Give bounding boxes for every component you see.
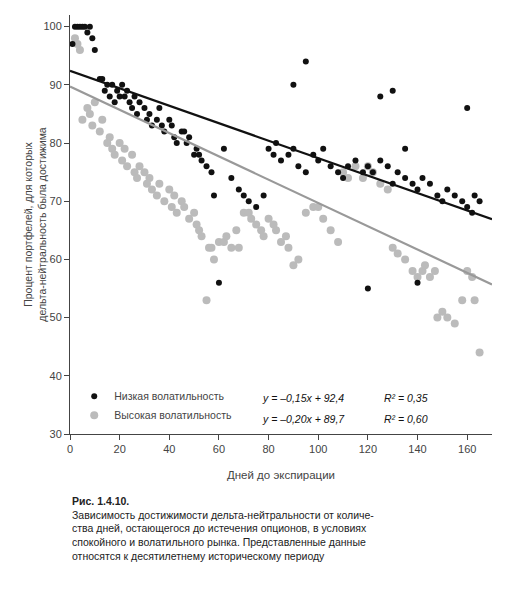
svg-text:90: 90 — [50, 79, 62, 91]
svg-text:40: 40 — [50, 370, 62, 382]
svg-text:70: 70 — [50, 195, 62, 207]
svg-text:80: 80 — [262, 443, 274, 455]
svg-text:R² = 0,60: R² = 0,60 — [384, 413, 428, 425]
svg-text:50: 50 — [50, 311, 62, 323]
svg-text:Процент портфелей, для которых: Процент портфелей, для которыхдельта-ней… — [22, 127, 48, 322]
svg-text:100: 100 — [309, 443, 327, 455]
svg-text:60: 60 — [213, 443, 225, 455]
svg-text:160: 160 — [458, 443, 476, 455]
svg-text:100: 100 — [43, 20, 61, 32]
svg-text:60: 60 — [50, 253, 62, 265]
svg-text:R² = 0,35: R² = 0,35 — [384, 392, 428, 404]
svg-text:120: 120 — [359, 443, 377, 455]
svg-text:20: 20 — [114, 443, 126, 455]
svg-text:80: 80 — [50, 137, 62, 149]
svg-text:0: 0 — [67, 443, 73, 455]
svg-text:Дней до экспирации: Дней до экспирации — [227, 469, 335, 481]
svg-text:Высокая волатильность: Высокая волатильность — [114, 409, 232, 421]
svg-text:Рис. 1.4.10.Зависимость достиж: Рис. 1.4.10.Зависимость достижимости дел… — [72, 495, 374, 562]
svg-text:y = –0,15x + 92,4: y = –0,15x + 92,4 — [262, 392, 344, 404]
svg-text:30: 30 — [50, 428, 62, 440]
svg-text:Низкая волатильность: Низкая волатильность — [114, 390, 224, 402]
svg-text:y = –0,20x + 89,7: y = –0,20x + 89,7 — [262, 413, 345, 425]
svg-text:40: 40 — [163, 443, 175, 455]
svg-text:140: 140 — [408, 443, 426, 455]
